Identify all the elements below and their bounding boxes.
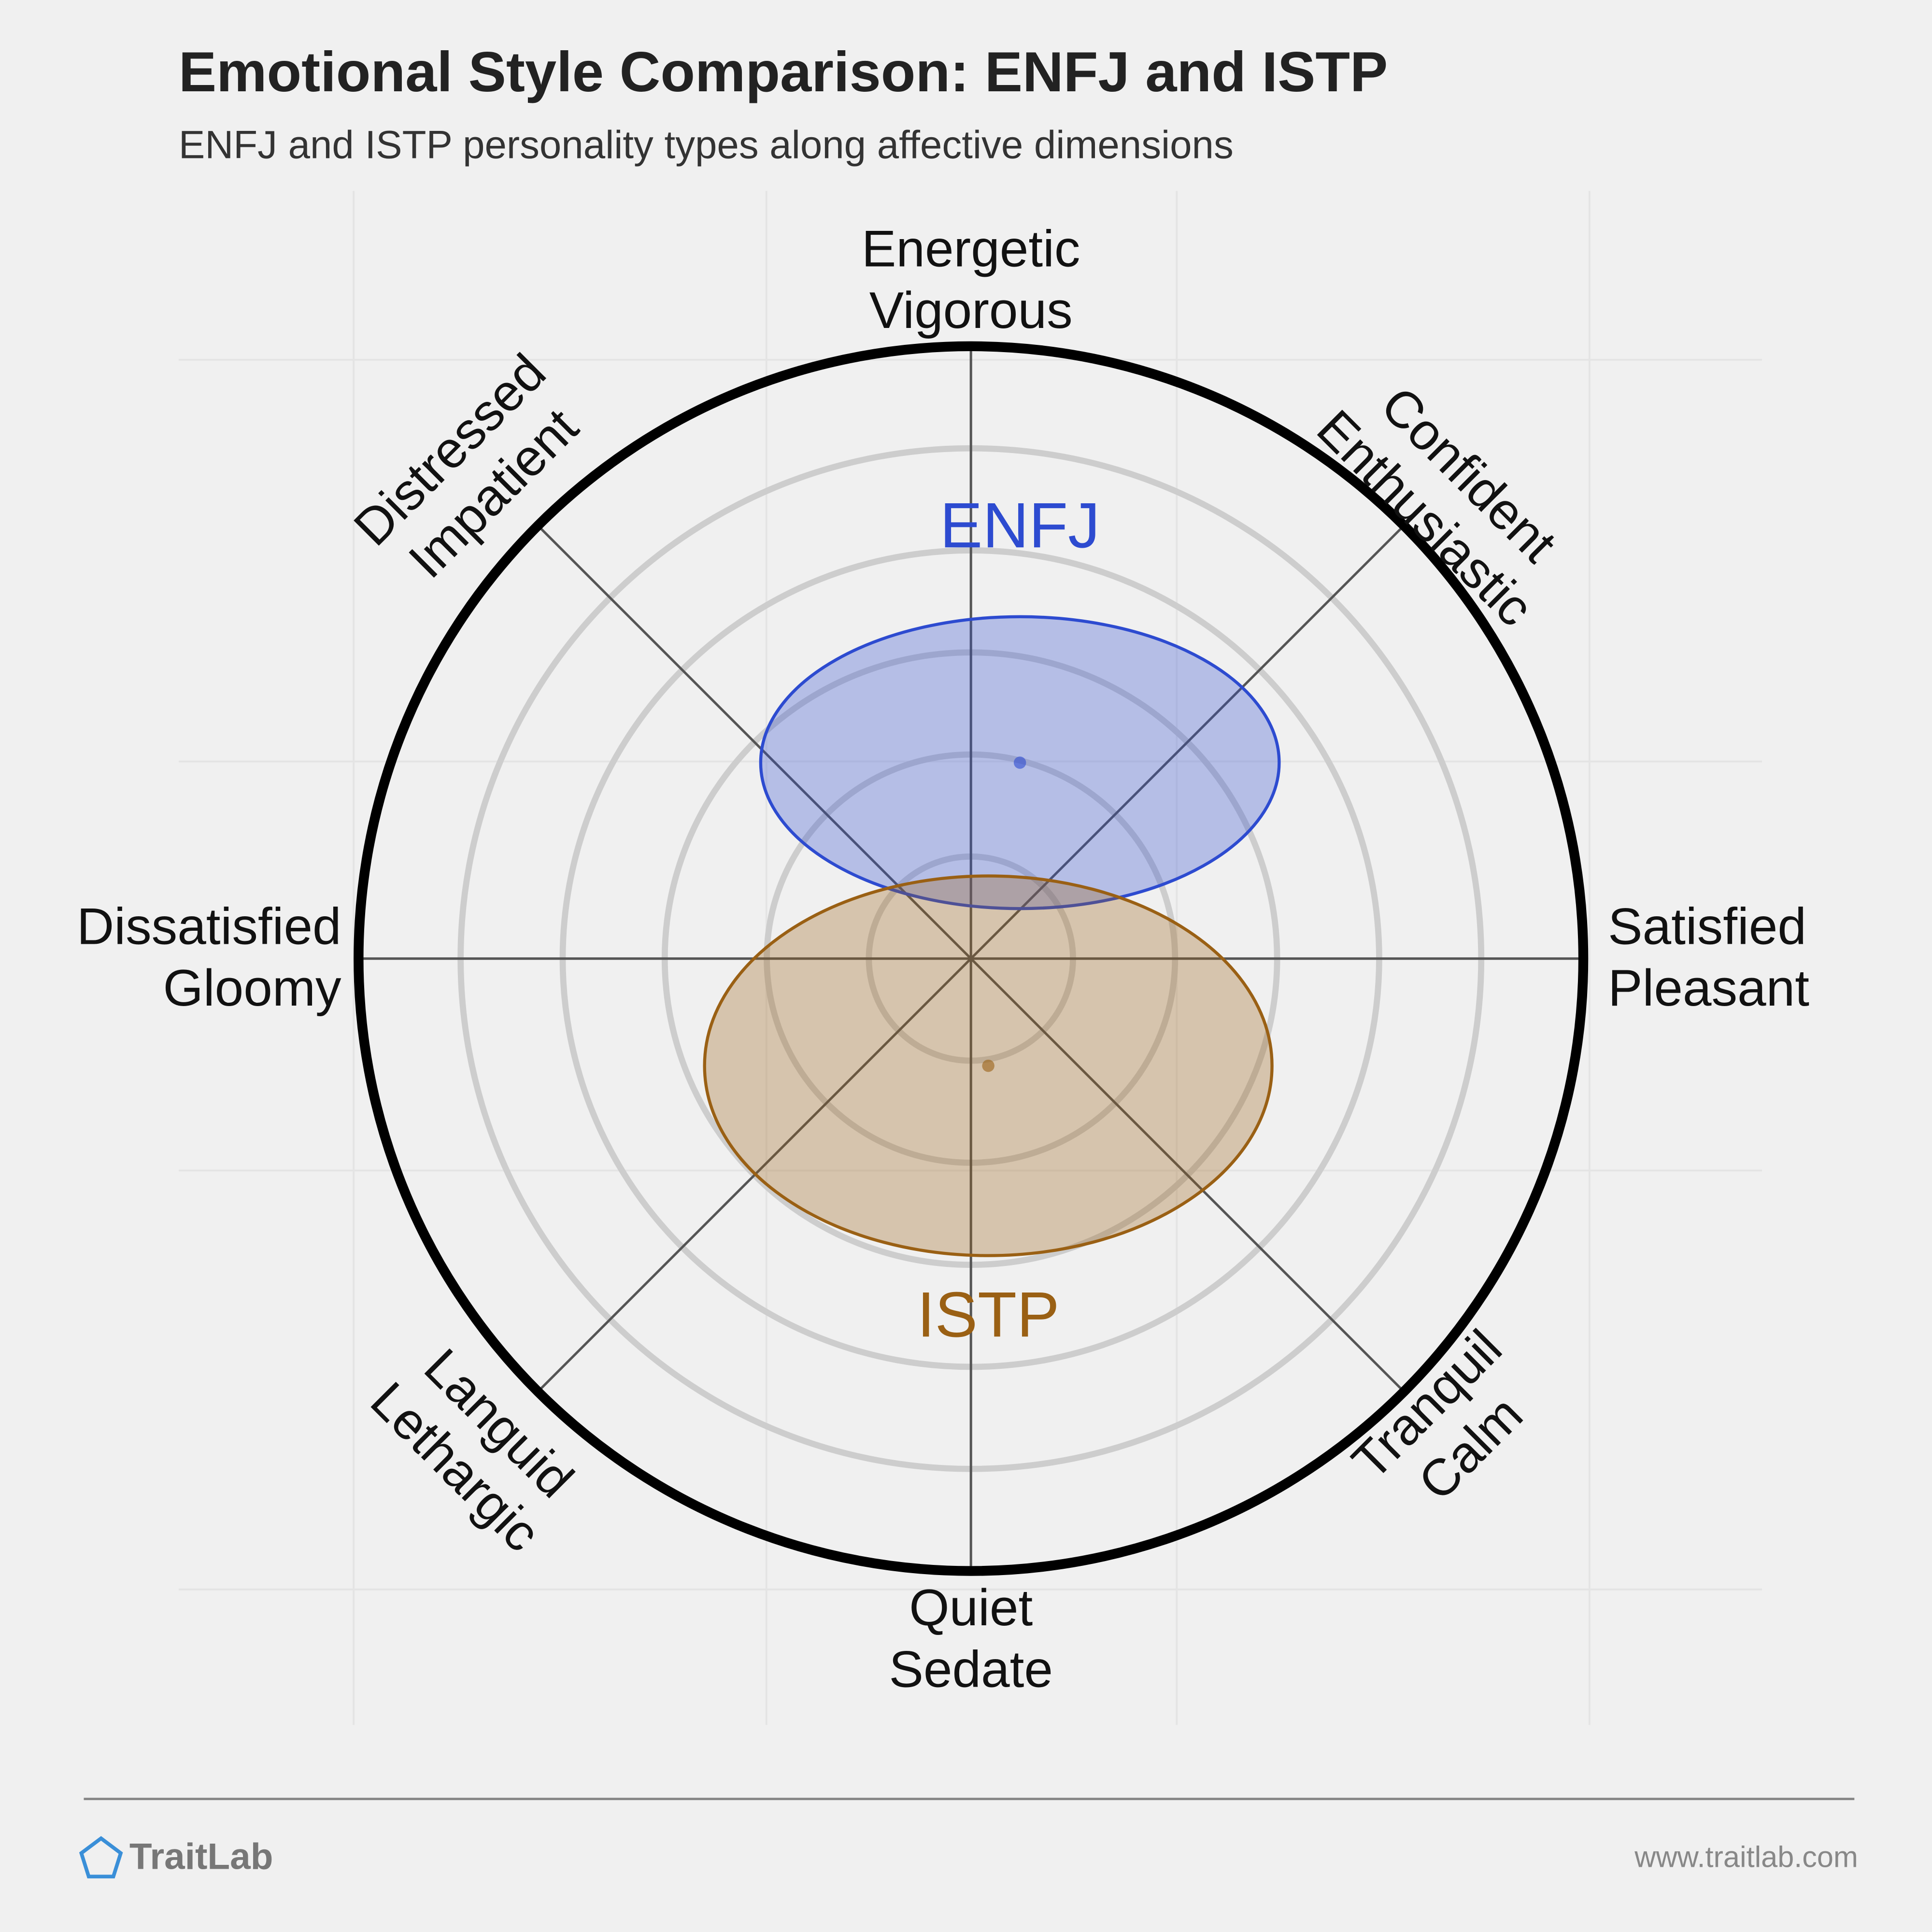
- chart-title: Emotional Style Comparison: ENFJ and IST…: [179, 40, 1388, 103]
- axis-label-line: Pleasant: [1608, 959, 1809, 1017]
- axis-label-line: Gloomy: [163, 959, 342, 1017]
- series-center: [982, 1059, 994, 1072]
- axis-label-line: Quiet: [909, 1578, 1033, 1636]
- chart-subtitle: ENFJ and ISTP personality types along af…: [179, 123, 1234, 167]
- axis-label-line: Energetic: [862, 219, 1080, 277]
- axis-label-line: Satisfied: [1608, 897, 1806, 955]
- brand: TraitLab: [129, 1836, 273, 1877]
- series-label: ENFJ: [940, 490, 1100, 561]
- outer-ring: [354, 341, 1589, 1576]
- url: www.traitlab.com: [1634, 1841, 1858, 1874]
- axis-label-line: Sedate: [889, 1640, 1053, 1698]
- spoke: [537, 525, 1405, 1393]
- logo-icon: [79, 1836, 123, 1879]
- axis-label-line: Vigorous: [869, 281, 1073, 339]
- axis-label-line: Dissatisfied: [77, 897, 341, 955]
- series-center: [1013, 756, 1026, 769]
- series-label: ISTP: [917, 1279, 1060, 1350]
